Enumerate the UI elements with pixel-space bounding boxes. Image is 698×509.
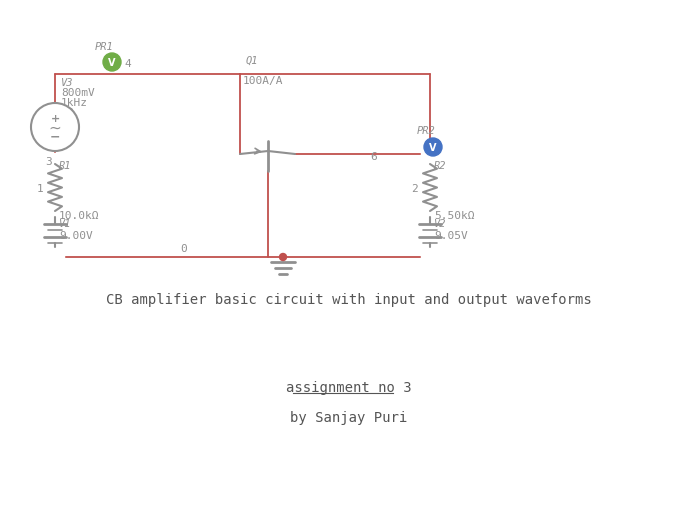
Text: V: V <box>108 58 116 68</box>
Text: 4: 4 <box>124 59 131 69</box>
Text: 0: 0 <box>180 243 187 253</box>
Text: 100A/A: 100A/A <box>243 76 283 86</box>
Text: V1: V1 <box>59 218 71 229</box>
Circle shape <box>31 104 79 152</box>
Text: 5.50kΩ: 5.50kΩ <box>434 211 475 220</box>
Text: PR2: PR2 <box>417 126 436 136</box>
Text: 2: 2 <box>411 183 418 193</box>
Text: Q1: Q1 <box>246 56 258 66</box>
Text: +: + <box>50 114 59 124</box>
Text: −: − <box>50 130 60 143</box>
Text: 1: 1 <box>36 183 43 193</box>
Text: CB amplifier basic circuit with input and output waveforms: CB amplifier basic circuit with input an… <box>106 293 592 306</box>
Text: V3: V3 <box>61 78 73 88</box>
Text: 9.00V: 9.00V <box>59 231 93 241</box>
Text: by Sanjay Puri: by Sanjay Puri <box>290 410 408 424</box>
Text: 3: 3 <box>45 157 52 166</box>
Text: 9.05V: 9.05V <box>434 231 468 241</box>
Circle shape <box>424 139 442 157</box>
Text: 1kHz: 1kHz <box>61 98 88 108</box>
Text: 10.0kΩ: 10.0kΩ <box>59 211 100 220</box>
Text: ~: ~ <box>49 120 61 135</box>
Text: V2: V2 <box>434 218 447 229</box>
Circle shape <box>103 54 121 72</box>
Text: assignment no 3: assignment no 3 <box>286 380 412 394</box>
Text: PR1: PR1 <box>95 42 114 52</box>
Text: 0°: 0° <box>61 108 75 118</box>
Text: R2: R2 <box>434 161 447 171</box>
Text: 800mV: 800mV <box>61 88 95 98</box>
Text: R1: R1 <box>59 161 71 171</box>
Text: 6: 6 <box>370 152 377 162</box>
Circle shape <box>279 254 286 261</box>
Text: V: V <box>429 143 437 153</box>
